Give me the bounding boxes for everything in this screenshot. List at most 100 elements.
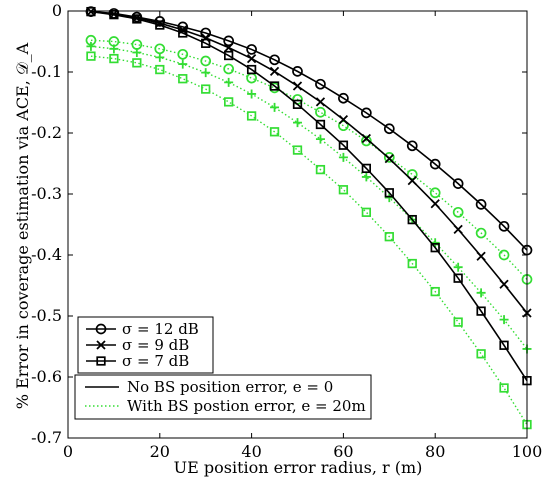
data-point bbox=[292, 66, 303, 77]
x-tick-label: 60 bbox=[333, 442, 353, 461]
data-point bbox=[453, 273, 463, 283]
data-point bbox=[407, 214, 417, 225]
data-point bbox=[201, 68, 211, 78]
data-point bbox=[178, 28, 188, 38]
data-point bbox=[384, 188, 394, 198]
x-tick-label: 0 bbox=[63, 442, 73, 461]
y-tick-label: -0.3 bbox=[31, 184, 62, 203]
data-point bbox=[223, 63, 234, 75]
data-point bbox=[293, 118, 302, 128]
data-point bbox=[499, 315, 509, 325]
data-point bbox=[292, 99, 303, 109]
legend-marker-label: σ = 7 dB bbox=[122, 352, 189, 370]
data-point bbox=[315, 119, 326, 130]
data-point bbox=[453, 262, 463, 272]
series-layer bbox=[85, 6, 533, 430]
data-point bbox=[384, 153, 394, 164]
x-tick-label: 40 bbox=[241, 442, 261, 461]
x-tick-label: 20 bbox=[150, 442, 170, 461]
data-point bbox=[223, 35, 234, 47]
data-point bbox=[224, 42, 234, 53]
data-point bbox=[361, 107, 372, 119]
data-point bbox=[338, 120, 349, 132]
data-point bbox=[383, 152, 395, 163]
data-point bbox=[132, 14, 142, 24]
data-point bbox=[246, 111, 257, 121]
data-point bbox=[361, 172, 371, 182]
data-point bbox=[201, 33, 211, 43]
y-axis-label: % Error in coverage estimation via ACE, … bbox=[13, 42, 32, 409]
data-point bbox=[407, 175, 417, 186]
data-point bbox=[178, 59, 188, 69]
legend-marker-label: σ = 9 dB bbox=[122, 336, 189, 354]
data-point bbox=[338, 152, 348, 162]
y-tick-label: -0.4 bbox=[31, 245, 62, 264]
y-tick-label: -0.6 bbox=[31, 367, 62, 386]
series-solid-7dB bbox=[86, 6, 532, 386]
data-point bbox=[269, 66, 280, 77]
data-point bbox=[452, 178, 464, 189]
y-tick-label: -0.5 bbox=[31, 306, 62, 325]
legend-marker-sample bbox=[96, 340, 106, 350]
data-point bbox=[361, 133, 371, 144]
data-point bbox=[246, 44, 257, 55]
data-point bbox=[292, 81, 303, 91]
data-point bbox=[178, 74, 188, 84]
series-line bbox=[90, 45, 528, 350]
data-point bbox=[177, 21, 189, 33]
data-point bbox=[476, 251, 486, 261]
data-point bbox=[499, 340, 509, 350]
data-point bbox=[132, 58, 142, 68]
data-point bbox=[475, 199, 487, 210]
axes: 0 20 40 60 80 100 0 -0.1 -0.2 -0.3 -0.4 -0.5 -0.6 -0.… bbox=[31, 1, 542, 461]
x-axis-label: UE position error radius, r (m) bbox=[174, 458, 423, 477]
data-point bbox=[338, 185, 349, 195]
data-point bbox=[406, 140, 418, 152]
data-point bbox=[155, 20, 165, 30]
data-point bbox=[430, 243, 440, 253]
data-point bbox=[361, 135, 372, 147]
legend-marker-label: σ = 12 dB bbox=[122, 320, 199, 338]
data-point bbox=[315, 164, 326, 175]
data-point bbox=[270, 102, 280, 112]
data-point bbox=[86, 6, 96, 17]
data-point bbox=[155, 64, 165, 75]
data-point bbox=[315, 97, 326, 107]
y-tick-label: 0 bbox=[52, 1, 62, 20]
data-point bbox=[315, 106, 326, 118]
data-point bbox=[246, 64, 257, 75]
data-point bbox=[201, 38, 211, 48]
data-point bbox=[109, 44, 119, 54]
y-tick-label: -0.2 bbox=[31, 123, 62, 142]
data-point bbox=[338, 140, 349, 150]
data-point bbox=[430, 286, 440, 297]
data-point bbox=[476, 349, 486, 359]
data-point bbox=[453, 317, 463, 327]
legend-marker-sample bbox=[96, 356, 106, 366]
data-point bbox=[86, 41, 96, 51]
data-point bbox=[498, 249, 510, 261]
data-point bbox=[224, 77, 234, 87]
data-point bbox=[269, 81, 280, 91]
series-dotted-7dB bbox=[86, 51, 532, 430]
legend-markers: σ = 12 dBσ = 9 dBσ = 7 dB bbox=[77, 316, 214, 374]
data-point bbox=[476, 288, 486, 298]
legend-line-label: No BS position error, e = 0 bbox=[127, 378, 333, 396]
y-tick-label: -0.1 bbox=[31, 62, 62, 81]
data-point bbox=[155, 52, 165, 62]
data-point bbox=[224, 50, 234, 61]
data-point bbox=[383, 123, 395, 135]
data-point bbox=[269, 54, 280, 66]
data-point bbox=[361, 163, 371, 174]
legend-line-label: With BS postion error, e = 20m bbox=[127, 397, 366, 415]
data-point bbox=[476, 306, 486, 316]
data-point bbox=[452, 206, 464, 218]
x-tick-label: 100 bbox=[512, 442, 543, 461]
data-point bbox=[177, 48, 189, 60]
data-point bbox=[499, 279, 509, 289]
data-point bbox=[247, 89, 257, 99]
data-point bbox=[315, 78, 326, 90]
series-line bbox=[90, 55, 528, 425]
data-point bbox=[407, 258, 417, 269]
